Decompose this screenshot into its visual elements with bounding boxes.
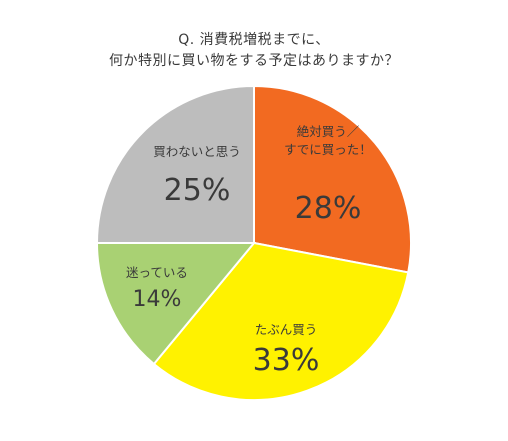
slice-4-label-line-1: 買わないと思う	[153, 144, 241, 159]
pie-slice-3	[95, 242, 257, 366]
chart-title-line-1: Q. 消費税増税までに、	[178, 32, 330, 48]
slice-1-label-line-1: 絶対買う／	[297, 124, 360, 139]
slice-3-value-label: 14%	[133, 287, 182, 312]
pie-slice-2	[152, 241, 410, 401]
pie-slice-4	[95, 84, 255, 244]
chart-title-line-2: 何か特別に買い物をする予定はありますか？	[109, 53, 399, 69]
slice-2-label-line-1: たぶん買う	[255, 322, 318, 337]
slice-1-value-label: 28%	[295, 191, 362, 226]
pie-slice-1	[253, 84, 412, 274]
slice-3-label-line-1: 迷っている	[126, 265, 188, 280]
slice-4-value-label: 25%	[164, 173, 231, 208]
slice-2-value-label: 33%	[253, 343, 320, 378]
slice-1-label-line-2: すでに買った！	[284, 142, 372, 157]
chart-title: Q. 消費税増税までに、 何か特別に買い物をする予定はありますか？	[0, 30, 508, 72]
